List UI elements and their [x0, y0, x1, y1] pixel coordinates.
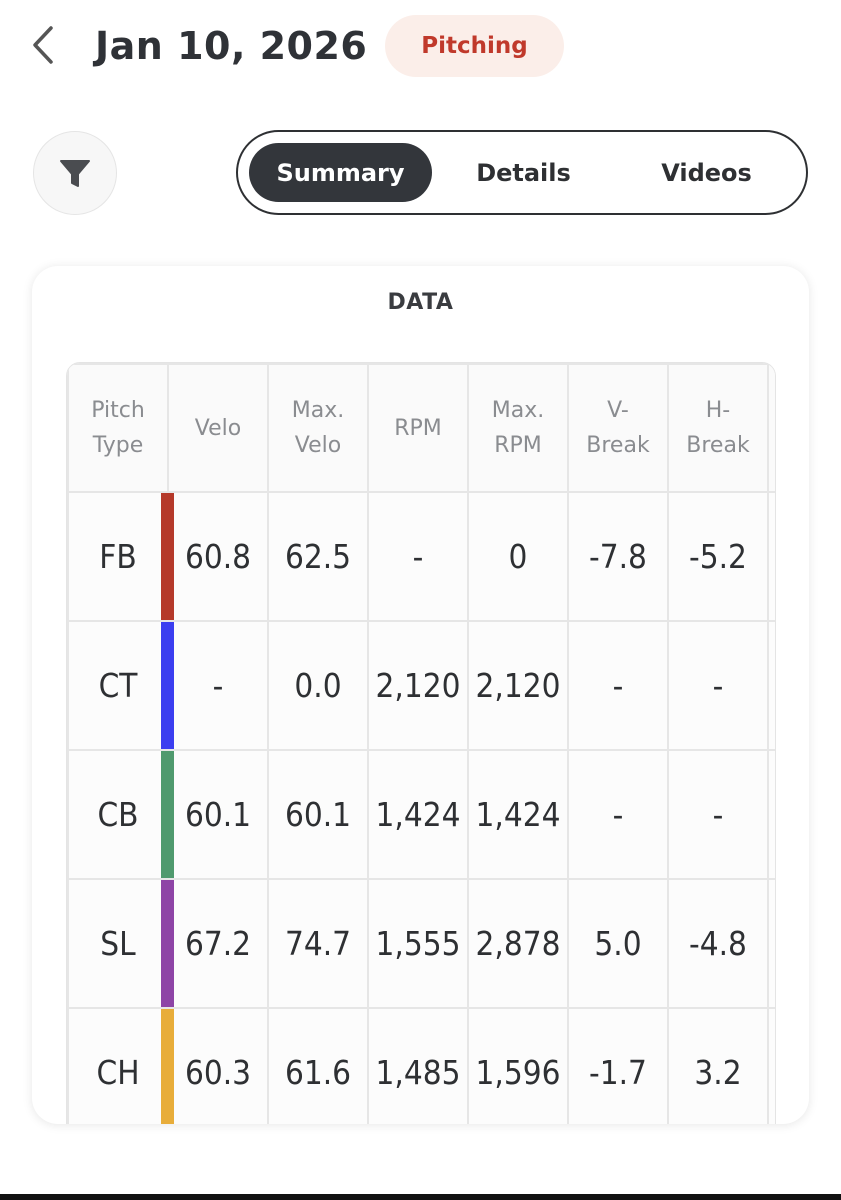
- table-header-row: Pitch Type Velo Max. Velo RPM Max. RPM V- Br…: [67, 363, 775, 493]
- table-cell-overflow: [767, 620, 775, 751]
- table-cell: -: [667, 620, 769, 751]
- table-cell: 60.8: [167, 491, 269, 622]
- table-cell-overflow: [767, 491, 775, 622]
- pitch-type-label: FB: [99, 537, 137, 576]
- table-cell-overflow: [767, 749, 775, 880]
- table-cell: 2,120: [367, 620, 469, 751]
- table-cell: -7.8: [567, 491, 669, 622]
- table-cell: 1,596: [467, 1007, 569, 1124]
- back-button[interactable]: [24, 20, 64, 70]
- table-cell: -: [167, 620, 269, 751]
- pitch-color-bar: [161, 622, 174, 749]
- column-header[interactable]: Max. Velo: [267, 363, 369, 493]
- table-cell: -1.7: [567, 1007, 669, 1124]
- table-cell: 0.0: [267, 620, 369, 751]
- table-row[interactable]: SL 67.2 74.7 1,555 2,878 5.0 -4.8: [67, 878, 775, 1009]
- table-cell: 60.3: [167, 1007, 269, 1124]
- table-cell: -4.8: [667, 878, 769, 1009]
- table-cell: -5.2: [667, 491, 769, 622]
- table-row[interactable]: CB 60.1 60.1 1,424 1,424- -: [67, 749, 775, 880]
- pitch-type-label: SL: [100, 924, 136, 963]
- table-cell: 67.2: [167, 878, 269, 1009]
- pitch-color-bar: [161, 1009, 174, 1124]
- table-cell: -: [567, 620, 669, 751]
- pitch-type-label: CB: [97, 795, 139, 834]
- table-cell: -: [367, 491, 469, 622]
- column-header[interactable]: Pitch Type: [67, 363, 169, 493]
- tab-details[interactable]: Details: [476, 158, 571, 187]
- table-cell: 1,485: [367, 1007, 469, 1124]
- table-cell: 2,120: [467, 620, 569, 751]
- pitch-type-cell: CT: [67, 620, 174, 751]
- table-cell: 74.7: [267, 878, 369, 1009]
- table-cell: 1,424: [467, 749, 569, 880]
- table-cell-overflow: [767, 1007, 775, 1124]
- table-cell: 5.0: [567, 878, 669, 1009]
- pitch-type-cell: SL: [67, 878, 174, 1009]
- table-cell: -: [667, 749, 769, 880]
- page-title: Jan 10, 2026: [95, 24, 368, 68]
- column-header-overflow: [767, 363, 775, 493]
- tab-videos[interactable]: Videos: [661, 158, 752, 187]
- table-cell: 61.6: [267, 1007, 369, 1124]
- pitch-table-scroll[interactable]: Pitch Type Velo Max. Velo RPM Max. RPM V- Br…: [66, 362, 776, 1124]
- chevron-left-icon: [33, 26, 53, 64]
- status-badge: Pitching: [385, 15, 564, 77]
- table-cell: -: [567, 749, 669, 880]
- column-header[interactable]: Max. RPM: [467, 363, 569, 493]
- table-row[interactable]: FB 60.8 62.5-0 -7.8 -5.2: [67, 491, 775, 622]
- home-indicator: [0, 1194, 841, 1200]
- table-cell: 1,555: [367, 878, 469, 1009]
- table-cell: 1,424: [367, 749, 469, 880]
- view-tabs: Summary Details Videos: [236, 130, 808, 215]
- table-cell-overflow: [767, 878, 775, 1009]
- column-header[interactable]: V- Break: [567, 363, 669, 493]
- data-card: DATA Pitch Type Velo Max. Velo RPM Max. RPM…: [32, 266, 809, 1124]
- pitch-table: Pitch Type Velo Max. Velo RPM Max. RPM V- Br…: [67, 363, 775, 1124]
- pitch-color-bar: [161, 880, 174, 1007]
- pitch-color-bar: [161, 751, 174, 878]
- pitch-type-cell: CH: [67, 1007, 174, 1124]
- pitch-type-label: CT: [98, 666, 138, 705]
- table-cell: 0: [467, 491, 569, 622]
- pitch-type-cell: FB: [67, 491, 174, 622]
- pitch-type-cell: CB: [67, 749, 174, 880]
- card-title: DATA: [387, 290, 454, 315]
- table-cell: 62.5: [267, 491, 369, 622]
- table-cell: 2,878: [467, 878, 569, 1009]
- column-header[interactable]: RPM: [367, 363, 469, 493]
- table-cell: 60.1: [167, 749, 269, 880]
- filter-icon: [60, 160, 90, 187]
- table-cell: 60.1: [267, 749, 369, 880]
- table-cell: 3.2: [667, 1007, 769, 1124]
- table-row[interactable]: CH 60.3 61.6 1,485 1,596 -1.7 3.2: [67, 1007, 775, 1124]
- header: Jan 10, 2026 Pitching: [0, 0, 841, 95]
- filter-button[interactable]: [33, 131, 117, 215]
- table-row[interactable]: CT -0.0 2,120 2,120- -: [67, 620, 775, 751]
- tab-summary[interactable]: Summary: [249, 143, 432, 202]
- column-header[interactable]: H- Break: [667, 363, 769, 493]
- pitch-color-bar: [161, 493, 174, 620]
- column-header[interactable]: Velo: [167, 363, 269, 493]
- pitch-type-label: CH: [96, 1053, 140, 1092]
